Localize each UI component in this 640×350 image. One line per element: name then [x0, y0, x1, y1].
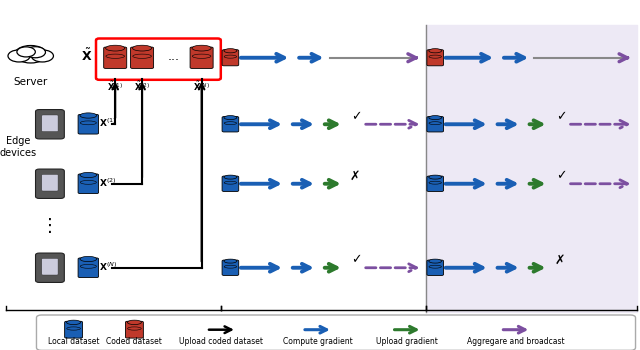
FancyBboxPatch shape [36, 169, 65, 198]
Circle shape [17, 47, 35, 57]
Ellipse shape [429, 259, 442, 263]
Ellipse shape [192, 45, 211, 51]
Text: ✗: ✗ [555, 253, 565, 267]
Text: ✓: ✓ [556, 169, 566, 183]
Text: Edge
devices: Edge devices [0, 136, 36, 158]
Text: Aggregare and broadcast: Aggregare and broadcast [467, 337, 564, 346]
Ellipse shape [429, 49, 442, 53]
FancyBboxPatch shape [222, 176, 239, 191]
FancyBboxPatch shape [125, 321, 143, 338]
FancyBboxPatch shape [78, 174, 99, 194]
FancyBboxPatch shape [222, 260, 239, 275]
Ellipse shape [132, 45, 152, 51]
Text: ⋮: ⋮ [41, 217, 59, 235]
Ellipse shape [429, 175, 442, 179]
Text: Local dataset: Local dataset [48, 337, 99, 346]
FancyBboxPatch shape [36, 253, 65, 282]
Text: $\mathbf{X}^{(2)}$: $\mathbf{X}^{(2)}$ [99, 176, 116, 189]
Text: $\mathbf{X}^{(N)}$: $\mathbf{X}^{(N)}$ [99, 260, 117, 273]
Text: Upload gradient: Upload gradient [376, 337, 438, 346]
Text: ...: ... [168, 50, 180, 63]
Ellipse shape [429, 116, 442, 120]
Ellipse shape [224, 259, 237, 263]
FancyBboxPatch shape [427, 50, 444, 66]
Ellipse shape [67, 320, 81, 324]
Circle shape [8, 50, 30, 62]
Ellipse shape [224, 175, 237, 179]
FancyBboxPatch shape [222, 50, 239, 66]
Text: Server: Server [13, 77, 48, 87]
FancyBboxPatch shape [42, 115, 58, 132]
FancyBboxPatch shape [190, 47, 213, 69]
Circle shape [25, 47, 45, 58]
Text: $\tilde{\mathbf{X}}$: $\tilde{\mathbf{X}}$ [81, 48, 92, 64]
FancyBboxPatch shape [104, 47, 127, 69]
Text: Coded data preparation: Coded data preparation [60, 324, 168, 333]
FancyBboxPatch shape [131, 47, 154, 69]
Ellipse shape [224, 49, 237, 53]
FancyBboxPatch shape [42, 175, 58, 191]
Text: 1st communication round: 1st communication round [265, 324, 381, 333]
Ellipse shape [80, 113, 97, 118]
FancyBboxPatch shape [222, 117, 239, 132]
Circle shape [31, 50, 54, 62]
Text: 2nd communication round: 2nd communication round [472, 324, 591, 333]
FancyBboxPatch shape [78, 258, 99, 278]
Text: Compute gradient: Compute gradient [283, 337, 352, 346]
Ellipse shape [127, 320, 141, 324]
Ellipse shape [106, 45, 125, 51]
Text: $\tilde{\mathbf{X}}^{(2)}$: $\tilde{\mathbf{X}}^{(2)}$ [134, 80, 150, 93]
Ellipse shape [80, 173, 97, 178]
Ellipse shape [224, 116, 237, 120]
Text: ✓: ✓ [351, 253, 362, 267]
FancyBboxPatch shape [427, 176, 444, 191]
Text: Coded dataset: Coded dataset [106, 337, 163, 346]
FancyBboxPatch shape [42, 259, 58, 275]
Circle shape [15, 46, 47, 63]
Text: ✓: ✓ [351, 110, 362, 123]
Ellipse shape [80, 256, 97, 262]
Text: Upload coded dataset: Upload coded dataset [179, 337, 264, 346]
FancyBboxPatch shape [36, 315, 636, 350]
Text: $\tilde{\mathbf{X}}^{(N)}$: $\tilde{\mathbf{X}}^{(N)}$ [193, 80, 210, 93]
FancyBboxPatch shape [427, 260, 444, 275]
Text: ✗: ✗ [350, 169, 360, 183]
FancyBboxPatch shape [78, 114, 99, 134]
FancyBboxPatch shape [36, 110, 65, 139]
FancyBboxPatch shape [427, 117, 444, 132]
Text: $\mathbf{X}^{(1)}$: $\mathbf{X}^{(1)}$ [99, 117, 116, 129]
Text: ✓: ✓ [556, 110, 566, 123]
Text: $\tilde{\mathbf{X}}^{(1)}$: $\tilde{\mathbf{X}}^{(1)}$ [107, 80, 124, 93]
FancyBboxPatch shape [65, 321, 83, 338]
FancyBboxPatch shape [96, 38, 221, 80]
